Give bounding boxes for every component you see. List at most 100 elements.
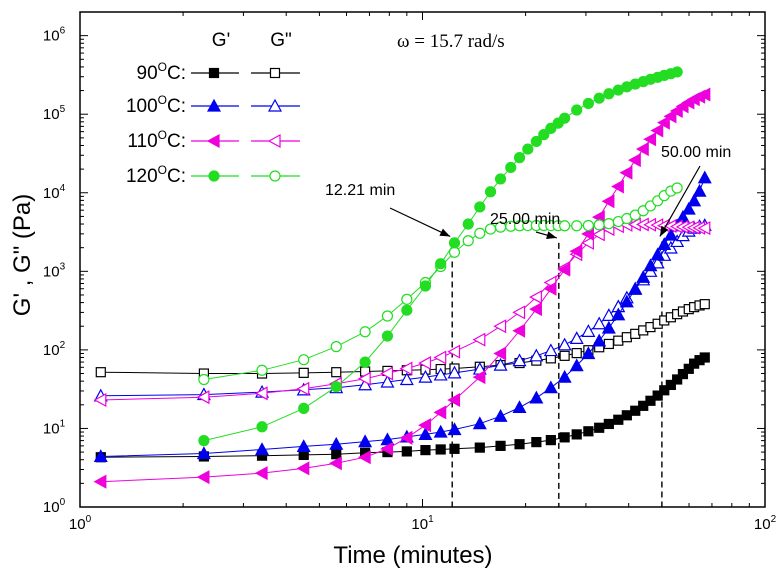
data-point-120-gp	[571, 104, 583, 116]
data-point-100-gpp	[418, 369, 433, 383]
data-point-100-gp	[358, 434, 373, 448]
data-point-110-gp	[601, 194, 615, 209]
data-point-90-gpp	[603, 338, 614, 350]
data-point-100-gp	[619, 294, 634, 308]
data-point-90-gp	[545, 435, 556, 446]
data-point-100-gp	[196, 446, 211, 460]
data-point-90-gp	[449, 443, 460, 454]
y-tick-labels: 100 101 102 103 104 105 106	[43, 26, 66, 516]
data-point-100-gp	[255, 442, 270, 456]
data-point-110-gp	[650, 123, 664, 138]
data-point-110-gp	[697, 87, 711, 102]
data-point-120-gpp	[582, 219, 594, 232]
data-point-100-gpp	[557, 337, 572, 351]
annotation-label: 50.00 min	[661, 144, 731, 161]
data-point-90-gpp	[559, 350, 570, 361]
data-point-100-gp	[601, 320, 616, 334]
y-tick-label: 106	[43, 26, 66, 45]
data-point-100-gpp	[529, 348, 544, 362]
data-point-100-gp	[663, 227, 678, 241]
data-point-90-gp	[559, 432, 570, 443]
x-tick-label: 100	[69, 514, 92, 533]
data-point-110-gpp	[472, 332, 486, 347]
legend-marker-gpp	[269, 67, 281, 79]
data-point-110-gp	[254, 466, 268, 481]
data-point-100-gpp	[380, 374, 395, 388]
data-point-120-gp	[559, 112, 571, 124]
data-point-100-gp	[611, 307, 626, 321]
data-point-120-gpp	[198, 373, 210, 386]
omega-annotation: ω = 15.7 rad/s	[397, 31, 505, 52]
data-point-100-gpp	[650, 255, 665, 269]
data-point-120-gpp	[593, 219, 605, 231]
data-point-110-gp	[619, 165, 633, 180]
data-point-90-gp	[652, 390, 663, 401]
data-point-100-gp	[592, 333, 607, 347]
data-point-120-gpp	[401, 293, 413, 305]
data-point-120-gp	[298, 402, 310, 414]
y-tick-label: 101	[43, 418, 66, 437]
legend-header-gdoubleprime: G"	[270, 30, 292, 51]
data-point-120-gp	[603, 88, 615, 100]
y-tick-label: 100	[43, 497, 66, 516]
data-point-100-gp	[636, 270, 651, 283]
data-point-90-gp	[435, 444, 446, 455]
data-point-100-gp	[329, 436, 344, 450]
y-tick-label: 102	[43, 340, 66, 359]
data-point-120-gp	[494, 173, 507, 185]
data-point-120-gp	[198, 435, 210, 447]
data-point-120-gp	[381, 330, 394, 342]
y-tick-label: 103	[43, 261, 66, 280]
data-point-90-gp	[514, 439, 525, 450]
data-point-110-gpp	[433, 350, 447, 365]
data-point-100-gp	[628, 282, 643, 295]
data-point-90-gp	[583, 426, 594, 437]
data-point-100-gp	[650, 247, 665, 261]
data-point-120-gpp	[381, 310, 394, 322]
data-point-100-gpp	[447, 365, 462, 379]
data-point-100-gp	[433, 424, 448, 438]
y-tick-label: 105	[43, 104, 66, 123]
data-point-120-gp	[505, 161, 517, 174]
legend-marker-gpp	[269, 170, 281, 182]
data-point-120-gpp	[359, 326, 371, 338]
data-point-100-gp	[569, 358, 584, 372]
legend: G' G" 90OC: 100OC: 110OC: 120OC:	[126, 30, 300, 187]
data-point-110-gpp	[529, 290, 542, 305]
data-point-120-gpp	[603, 218, 615, 230]
data-point-120-gp	[330, 381, 342, 393]
data-point-120-gpp	[256, 364, 268, 376]
data-point-100-gpp	[433, 367, 448, 381]
data-point-100-gp	[681, 201, 696, 215]
data-point-110-gp	[657, 115, 670, 130]
annotation-label: 12.21 min	[325, 182, 395, 199]
data-point-100-gp	[692, 183, 707, 197]
data-point-90-gp	[613, 414, 624, 425]
data-point-90-gp	[594, 422, 605, 433]
data-point-120-gpp	[474, 227, 486, 239]
data-point-90-gpp	[298, 367, 309, 378]
x-tick-labels: 100 101 102	[69, 514, 777, 533]
data-point-90-gpp	[571, 348, 582, 359]
annotation-arrowhead	[439, 228, 451, 237]
data-point-90-gpp	[621, 332, 632, 343]
data-point-100-gp	[697, 170, 712, 184]
data-point-100-gp	[687, 193, 702, 207]
data-point-120-gp	[462, 218, 474, 230]
data-point-110-gpp	[697, 221, 711, 236]
data-point-100-gp	[93, 449, 108, 463]
data-point-120-gp	[593, 92, 605, 104]
data-point-110-gp	[196, 470, 210, 485]
data-point-110-gpp	[93, 393, 107, 408]
data-point-100-gpp	[512, 353, 527, 367]
data-point-110-gp	[380, 441, 394, 456]
data-point-90-gp	[531, 437, 542, 448]
data-point-100-gp	[512, 400, 527, 414]
legend-label-90: 90OC:	[137, 60, 186, 84]
data-point-100-gp	[418, 427, 433, 440]
x-axis-title: Time (minutes)	[333, 542, 492, 569]
data-point-120-gp	[419, 280, 432, 292]
data-point-100-gp	[380, 432, 395, 446]
data-point-90-gp	[665, 379, 676, 391]
legend-marker-gp	[206, 133, 220, 149]
